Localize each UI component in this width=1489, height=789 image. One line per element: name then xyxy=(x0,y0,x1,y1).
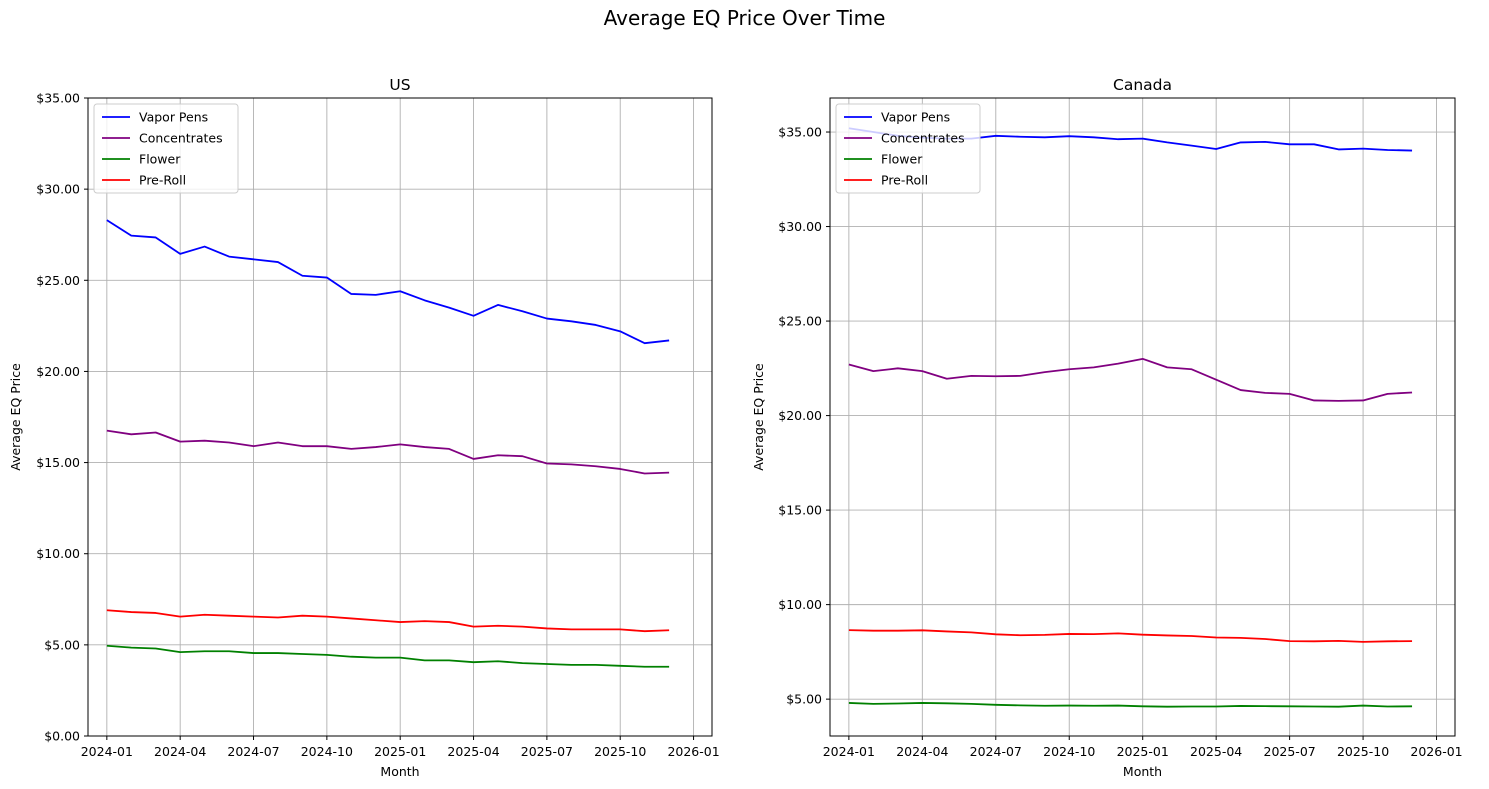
y-tick-label: $30.00 xyxy=(778,219,822,234)
series-line-flower xyxy=(106,644,670,668)
x-tick-label: 2024-01 xyxy=(823,744,875,759)
chart-canada: 2024-01 2024-04 2024-07 2024-10 2025-01 2025-… xyxy=(751,76,1463,779)
y-axis-label: Average EQ Price xyxy=(8,363,23,471)
legend: Vapor Pens Concentrates Flower Pre-Roll xyxy=(835,103,981,194)
x-tick-label: 2024-04 xyxy=(154,744,206,759)
x-tick-label: 2026-01 xyxy=(667,744,719,759)
y-tick-label: $35.00 xyxy=(36,91,80,106)
legend-label-pre-roll: Pre-Roll xyxy=(881,173,928,188)
series-line-pre-roll xyxy=(848,629,1413,643)
legend-label-flower: Flower xyxy=(881,152,923,167)
y-tick-label: $15.00 xyxy=(36,455,80,470)
legend-label-pre-roll: Pre-Roll xyxy=(139,173,186,188)
y-tick-label: $35.00 xyxy=(778,125,822,140)
x-tick-label: 2025-07 xyxy=(1264,744,1316,759)
y-tick-label: $0.00 xyxy=(44,729,80,744)
x-tick-label: 2025-10 xyxy=(594,744,646,759)
x-tick-label: 2024-10 xyxy=(1043,744,1095,759)
x-axis-label: Month xyxy=(1123,764,1162,779)
legend-label-vapor-pens: Vapor Pens xyxy=(139,110,208,125)
y-tick-label: $25.00 xyxy=(36,273,80,288)
y-tick-label: $25.00 xyxy=(778,314,822,329)
y-tick-label: $10.00 xyxy=(778,597,822,612)
x-tick-label: 2025-04 xyxy=(1190,744,1242,759)
chart-us: 2024-01 2024-04 2024-07 2024-10 2025-01 2025-… xyxy=(8,76,720,779)
legend-label-flower: Flower xyxy=(139,152,181,167)
y-tick-label: $30.00 xyxy=(36,182,80,197)
series-line-flower xyxy=(848,702,1413,708)
series-line-vapor-pens xyxy=(106,219,670,345)
x-tick-label: 2025-04 xyxy=(447,744,499,759)
x-tick-label: 2025-07 xyxy=(521,744,573,759)
x-tick-label: 2025-10 xyxy=(1337,744,1389,759)
y-tick-label: $15.00 xyxy=(778,503,822,518)
y-tick-label: $20.00 xyxy=(36,364,80,379)
figure-title: Average EQ Price Over Time xyxy=(604,6,886,30)
axes-title: US xyxy=(389,76,410,94)
x-tick-label: 2024-04 xyxy=(896,744,948,759)
y-tick-label: $5.00 xyxy=(44,637,80,652)
legend-label-vapor-pens: Vapor Pens xyxy=(881,110,950,125)
x-tick-label: 2024-07 xyxy=(970,744,1022,759)
x-tick-label: 2024-07 xyxy=(227,744,279,759)
y-tick-label: $5.00 xyxy=(786,692,822,707)
x-tick-label: 2024-10 xyxy=(301,744,353,759)
axes-title: Canada xyxy=(1113,76,1172,94)
x-tick-label: 2026-01 xyxy=(1410,744,1462,759)
y-tick-label: $20.00 xyxy=(778,408,822,423)
x-tick-label: 2025-01 xyxy=(374,744,426,759)
y-axis-label: Average EQ Price xyxy=(751,363,766,471)
series-line-pre-roll xyxy=(106,609,670,633)
legend: Vapor Pens Concentrates Flower Pre-Roll xyxy=(93,103,239,194)
legend-label-concentrates: Concentrates xyxy=(881,131,965,146)
legend-box xyxy=(93,103,239,194)
x-tick-label: 2024-01 xyxy=(81,744,133,759)
x-tick-label: 2025-01 xyxy=(1117,744,1169,759)
series-line-concentrates xyxy=(106,429,670,475)
legend-label-concentrates: Concentrates xyxy=(139,131,223,146)
legend-box xyxy=(835,103,981,194)
x-axis-label: Month xyxy=(380,764,419,779)
y-tick-label: $10.00 xyxy=(36,546,80,561)
series-line-concentrates xyxy=(848,357,1413,402)
